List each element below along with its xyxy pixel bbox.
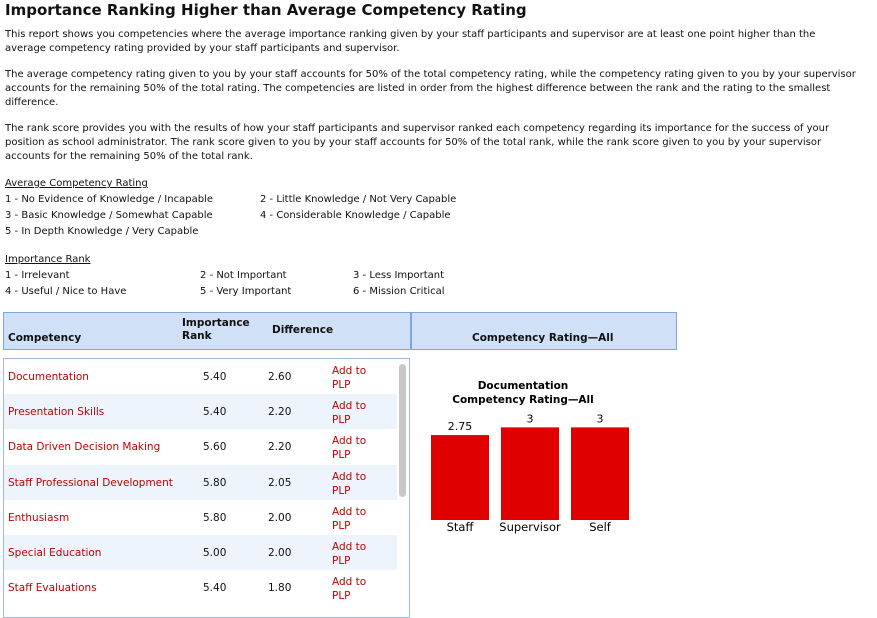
paragraph-line: difference. [5, 97, 59, 108]
legend-item: 3 - Basic Knowledge / Somewhat Capable [5, 210, 213, 221]
legend-item: 2 - Little Knowledge / Not Very Capable [260, 194, 457, 205]
importance-rank: 5.80 [203, 511, 227, 524]
legend-item: 5 - Very Important [200, 286, 292, 297]
legend-item: 2 - Not Important [200, 270, 287, 281]
importance-rank: 5.40 [203, 371, 227, 383]
competency-name: Staff Evaluations [8, 582, 97, 595]
paragraph-line: The average competency rating given to y… [5, 69, 856, 80]
legend-item: 1 - Irrelevant [5, 270, 70, 281]
difference: 2.60 [268, 371, 292, 383]
table-row: Documentation 5.40 2.60 Add to PLP [4, 359, 397, 394]
data-label: 3 [527, 412, 534, 425]
table-row: Staff Evaluations 5.40 1.80 Add to PLP [4, 570, 397, 606]
table-row: Presentation Skills 5.40 2.20 Add to PLP [4, 394, 397, 430]
column-header: Competency Rating—All [472, 332, 614, 344]
page-title: Importance Ranking Higher than Average C… [5, 1, 527, 19]
add-to-plp-link[interactable]: Add to PLP [332, 365, 367, 391]
importance-rank: 5.60 [203, 441, 227, 454]
difference: 2.00 [268, 547, 292, 559]
competency-name: Presentation Skills [8, 406, 105, 419]
x-tick-label: Supervisor [499, 520, 561, 534]
importance-rank: 5.40 [203, 582, 227, 595]
competency-name: Data Driven Decision Making [8, 441, 161, 454]
bar [501, 427, 559, 520]
add-to-plp-link[interactable]: Add to PLP [332, 576, 367, 603]
data-label: 2.75 [448, 420, 473, 433]
bar [571, 427, 629, 520]
scrollbar[interactable] [399, 364, 406, 497]
chart-title: Documentation [478, 380, 569, 392]
legend-item: 6 - Mission Critical [353, 286, 445, 297]
paragraph-line: This report shows you competencies where… [5, 29, 816, 40]
add-to-plp-link[interactable]: Add to PLP [332, 541, 367, 567]
competency-name: Special Education [8, 547, 102, 559]
difference: 2.00 [268, 511, 292, 524]
legend-item: 3 - Less Important [353, 270, 445, 281]
chart-subtitle: Competency Rating—All [452, 394, 593, 406]
legend-title: Importance Rank [5, 254, 91, 265]
table-row: Staff Professional Development 5.80 2.05 Ad… [4, 464, 397, 500]
legend-item: 4 - Considerable Knowledge / Capable [260, 210, 451, 221]
difference: 1.80 [268, 582, 292, 595]
competency-name: Enthusiasm [8, 511, 70, 524]
importance-rank: 5.40 [203, 406, 227, 419]
table-row: Enthusiasm 5.80 2.00 Add to PLP [4, 499, 397, 535]
column-header: Difference [272, 324, 334, 336]
competency-name: Staff Professional Development [8, 476, 173, 489]
table-header: Competency Importance Rank Difference [3, 312, 411, 350]
paragraph-line: accounts for the remaining 50% of the to… [5, 151, 253, 162]
legend-item: 5 - In Depth Knowledge / Very Capable [5, 226, 199, 237]
bar [431, 435, 489, 520]
chart: Documentation Competency Rating—All 2.75… [431, 380, 629, 534]
competency-name: Documentation [8, 371, 89, 383]
legend-item: 4 - Useful / Nice to Have [5, 286, 127, 297]
difference: 2.20 [268, 441, 292, 454]
legend-item: 1 - No Evidence of Knowledge / Incapable [5, 194, 213, 205]
paragraph-line: The rank score provides you with the res… [5, 123, 830, 134]
importance-rank: 5.00 [203, 547, 227, 559]
table-row: Special Education 5.00 2.00 Add to PLP [4, 535, 397, 570]
difference: 2.05 [268, 476, 292, 489]
data-label: 3 [597, 412, 604, 425]
paragraph-line: accounts for the remaining 50% of the to… [5, 83, 831, 94]
add-to-plp-link[interactable]: Add to PLP [332, 470, 367, 497]
table-body: Documentation 5.40 2.60 Add to PLP Presentat… [3, 358, 410, 618]
add-to-plp-link[interactable]: Add to PLP [332, 505, 367, 532]
x-tick-label: Staff [447, 520, 475, 534]
difference: 2.20 [268, 406, 292, 419]
legend-title: Average Competency Rating [5, 178, 148, 189]
paragraph-line: position as school administrator. The ra… [5, 137, 822, 148]
add-to-plp-link[interactable]: Add to PLP [332, 435, 367, 462]
column-header: Competency [8, 332, 82, 344]
table-row: Data Driven Decision Making 5.60 2.20 Add t… [4, 429, 397, 465]
add-to-plp-link[interactable]: Add to PLP [332, 400, 367, 427]
importance-rank: 5.80 [203, 476, 227, 489]
x-tick-label: Self [589, 520, 612, 534]
paragraph-line: average competency rating provided by yo… [5, 43, 400, 54]
column-header: Importance Rank [182, 317, 250, 342]
chart-header: Competency Rating—All [411, 312, 677, 350]
